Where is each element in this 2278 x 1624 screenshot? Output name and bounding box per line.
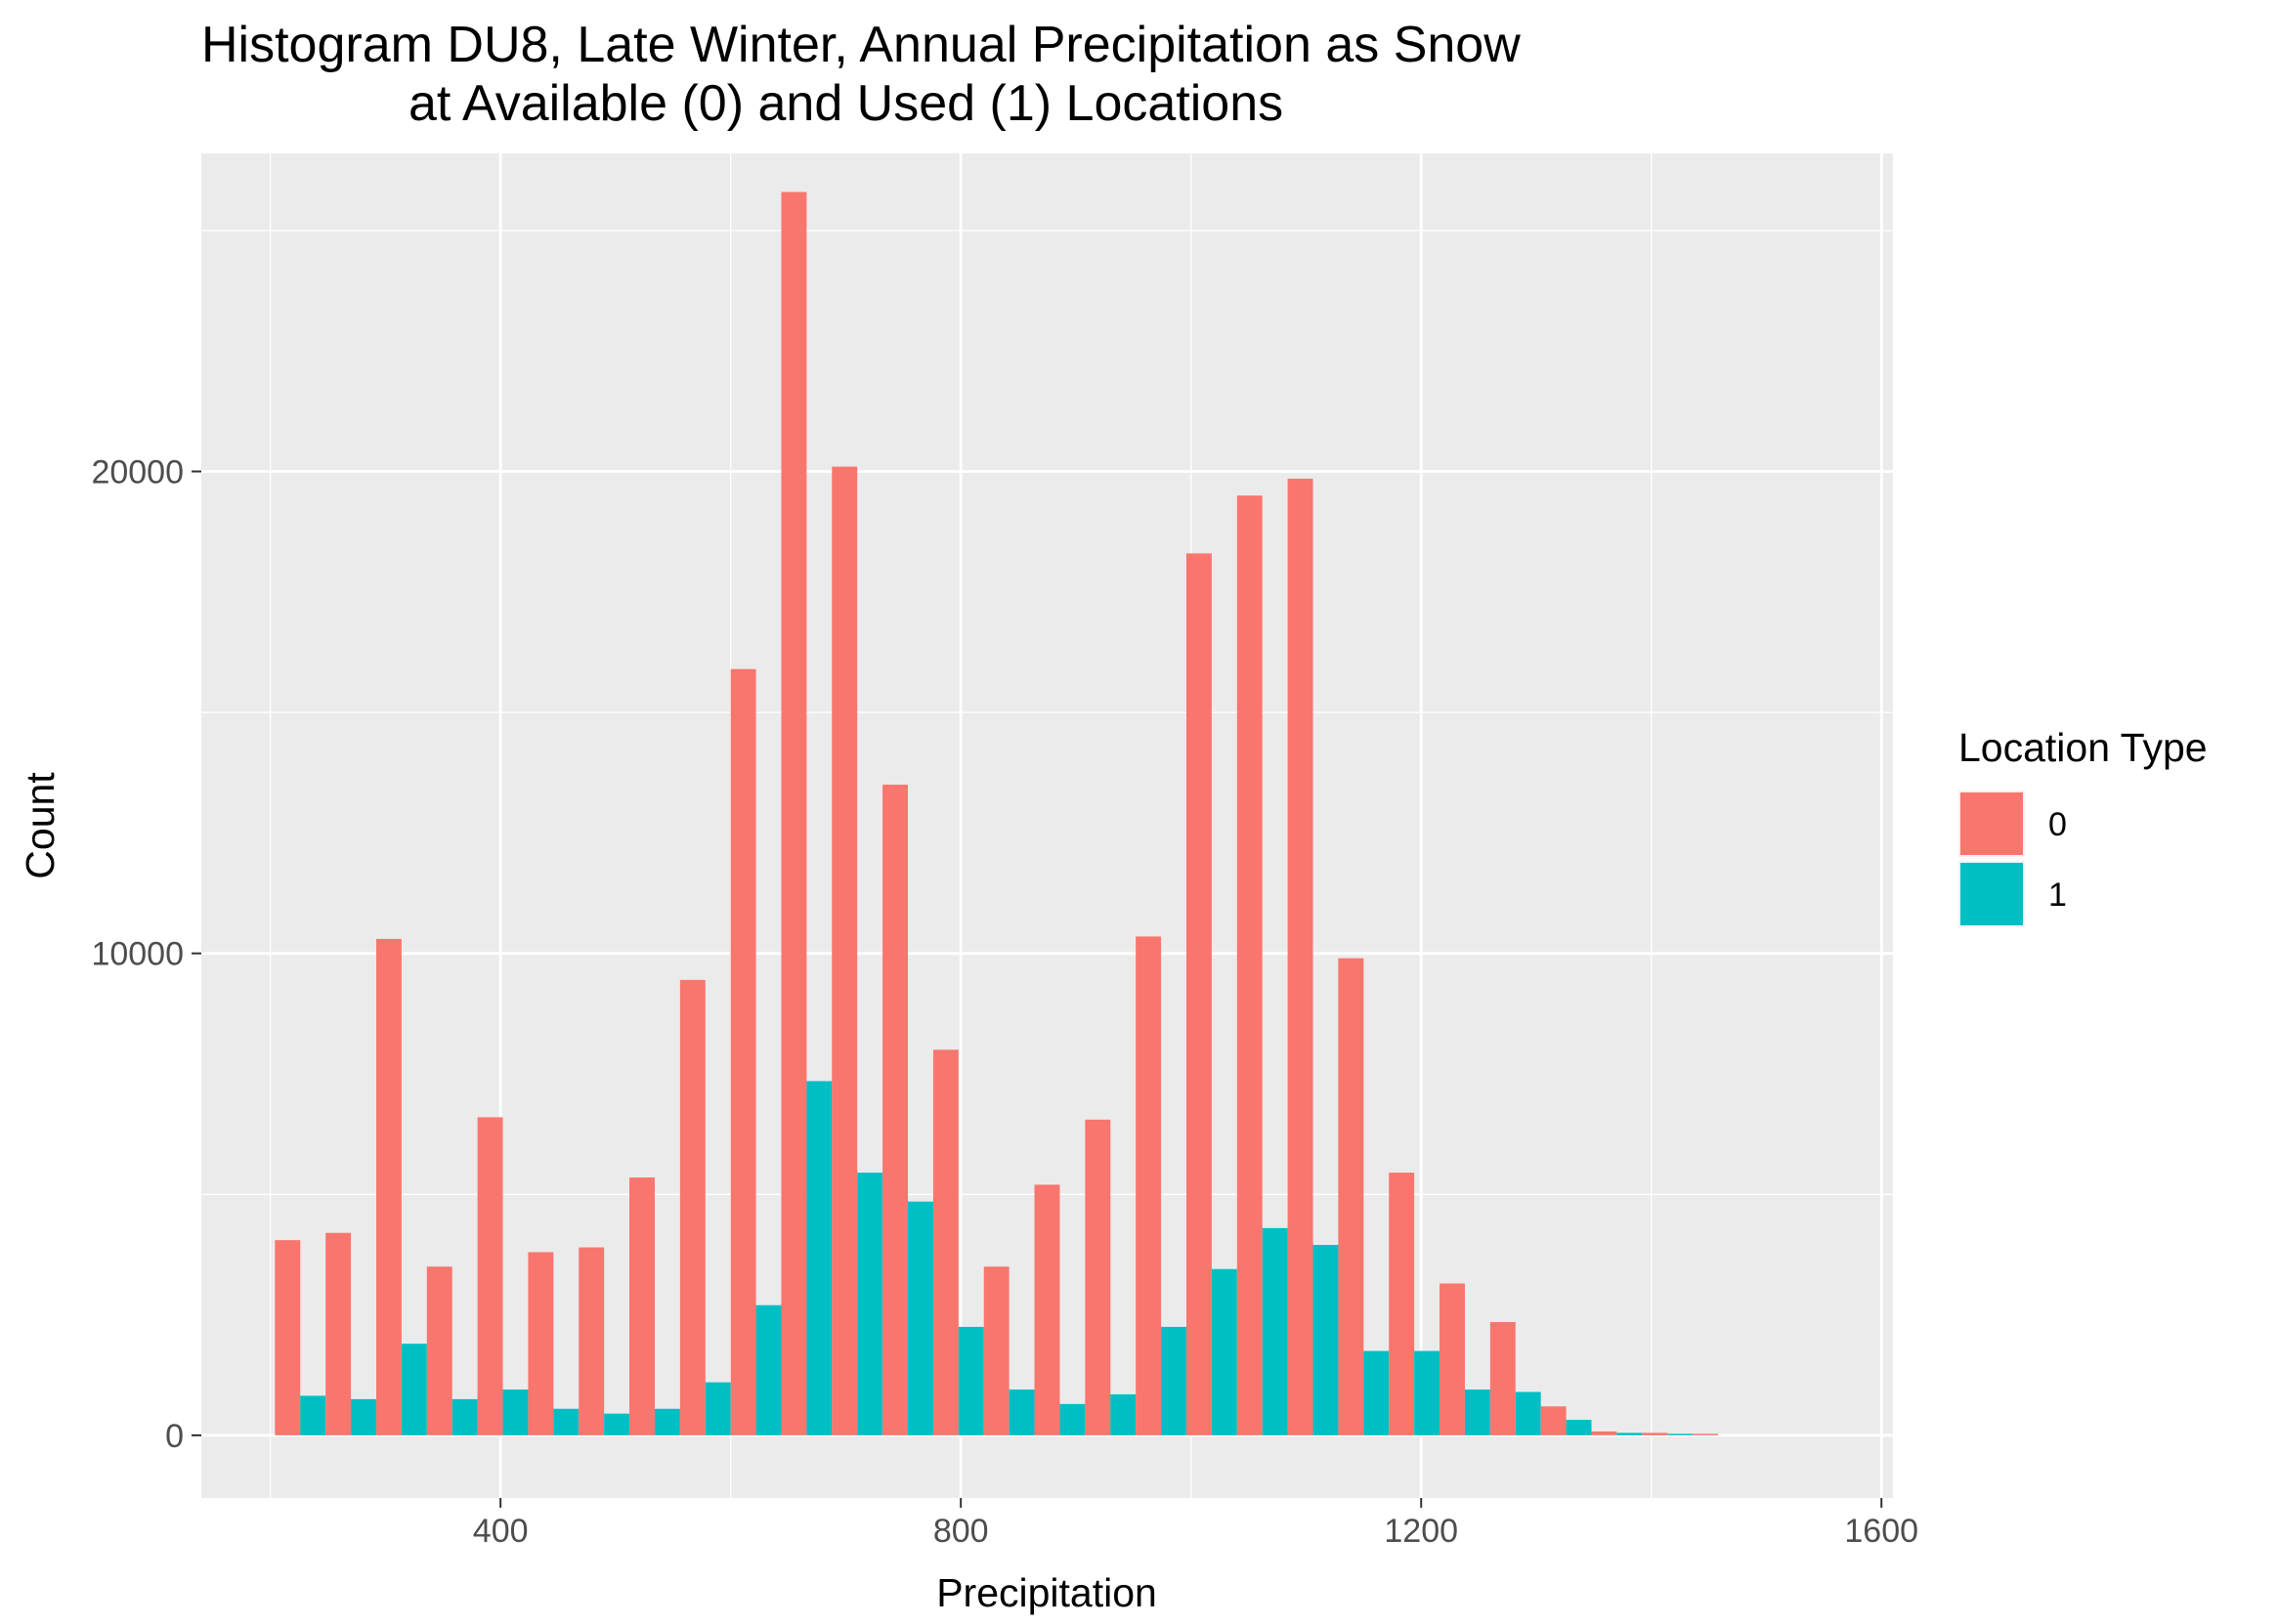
chart-title-line-2: at Available (0) and Used (1) Locations — [408, 75, 1283, 132]
bar-series-1 — [1009, 1389, 1035, 1435]
x-tick-label: 1200 — [1384, 1513, 1458, 1550]
bar-series-1 — [1161, 1326, 1186, 1435]
bar-series-1 — [300, 1395, 326, 1435]
bar-series-0 — [679, 979, 706, 1435]
bar-series-0 — [1287, 478, 1313, 1435]
bar-series-0 — [983, 1266, 1010, 1435]
axis-ticks: 400 800 1200 1600 0 10000 20000 — [91, 454, 1918, 1550]
bar-series-0 — [1540, 1406, 1567, 1435]
bar-series-1 — [1616, 1432, 1643, 1435]
bar-series-1 — [654, 1408, 680, 1435]
bar-series-0 — [629, 1177, 655, 1435]
legend: Location Type 0 1 — [1958, 725, 2208, 927]
bar-series-0 — [1085, 1119, 1111, 1435]
legend-label-0: 0 — [2048, 806, 2067, 843]
bar-series-1 — [958, 1326, 984, 1435]
bar-series-0 — [1034, 1184, 1060, 1435]
y-tick-label: 20000 — [91, 454, 184, 491]
bar-series-0 — [1389, 1173, 1415, 1435]
x-tick-label: 800 — [933, 1513, 989, 1550]
bar-series-0 — [325, 1232, 352, 1435]
bar-series-1 — [1464, 1389, 1490, 1435]
bar-series-1 — [755, 1304, 782, 1435]
bar-series-0 — [781, 192, 807, 1435]
bar-series-1 — [705, 1382, 731, 1435]
y-tick-label: 0 — [165, 1418, 184, 1455]
bar-series-1 — [351, 1398, 376, 1435]
bar-series-0 — [882, 785, 909, 1435]
legend-key-0 — [1960, 792, 2023, 855]
bar-series-1 — [1414, 1350, 1440, 1435]
bar-series-0 — [1693, 1433, 1719, 1435]
bar-series-1 — [857, 1173, 883, 1435]
x-axis-title: Precipitation — [936, 1570, 1157, 1615]
bar-series-1 — [1566, 1420, 1592, 1435]
bar-series-1 — [1515, 1391, 1541, 1435]
bar-series-0 — [426, 1266, 452, 1435]
bar-series-1 — [553, 1408, 580, 1435]
y-axis-title: Count — [18, 772, 63, 879]
bar-series-0 — [1642, 1432, 1668, 1435]
bar-series-1 — [1211, 1268, 1237, 1435]
bar-series-1 — [806, 1081, 833, 1435]
bar-series-0 — [832, 466, 858, 1435]
bar-series-1 — [502, 1389, 529, 1435]
bar-series-0 — [1236, 495, 1263, 1435]
bar-series-0 — [375, 938, 402, 1435]
bar-series-1 — [1110, 1393, 1137, 1435]
bar-series-0 — [730, 668, 756, 1435]
bar-series-0 — [1185, 553, 1212, 1435]
chart-title-line-1: Histogram DU8, Late Winter, Annual Preci… — [201, 17, 1521, 73]
bars — [275, 192, 1719, 1435]
bar-series-0 — [1489, 1321, 1516, 1435]
bar-series-1 — [604, 1413, 630, 1435]
bar-series-1 — [1667, 1433, 1694, 1435]
bar-series-0 — [477, 1117, 503, 1435]
bar-series-0 — [1591, 1431, 1617, 1435]
legend-title: Location Type — [1958, 725, 2208, 770]
bar-series-1 — [1059, 1403, 1086, 1435]
bar-series-1 — [1312, 1245, 1339, 1435]
bar-series-0 — [579, 1247, 605, 1435]
bar-series-1 — [451, 1398, 478, 1435]
bar-series-0 — [275, 1240, 301, 1435]
bar-series-0 — [1136, 936, 1162, 1435]
legend-label-1: 1 — [2048, 876, 2067, 914]
bar-series-1 — [908, 1201, 933, 1435]
legend-key-1 — [1960, 863, 2023, 925]
bar-series-1 — [1262, 1227, 1288, 1435]
x-tick-label: 400 — [473, 1513, 529, 1550]
bar-series-0 — [1440, 1283, 1465, 1435]
x-tick-label: 1600 — [1844, 1513, 1918, 1550]
bar-series-1 — [401, 1344, 427, 1435]
y-tick-label: 10000 — [91, 936, 184, 973]
bar-series-0 — [932, 1049, 959, 1435]
bar-series-1 — [1363, 1350, 1390, 1435]
bar-series-0 — [528, 1252, 554, 1435]
bar-series-0 — [1338, 958, 1364, 1435]
